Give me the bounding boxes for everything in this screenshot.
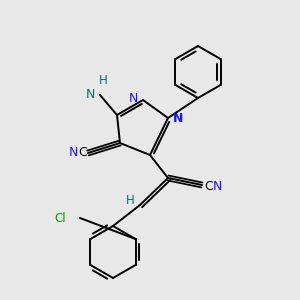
Text: N: N [85, 88, 95, 101]
Text: H: H [99, 74, 107, 88]
Text: Cl: Cl [54, 212, 66, 226]
Text: C: C [204, 179, 213, 193]
Text: N: N [213, 179, 222, 193]
Text: H: H [126, 194, 134, 206]
Text: C: C [78, 146, 87, 160]
Text: N: N [129, 92, 138, 106]
Text: N: N [69, 146, 78, 158]
Text: N: N [173, 112, 183, 125]
